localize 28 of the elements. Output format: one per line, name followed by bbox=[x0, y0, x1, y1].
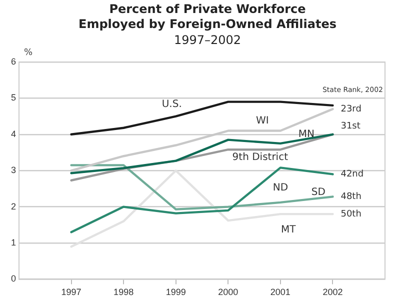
x-tick-label: 2002 bbox=[322, 287, 343, 298]
x-tick-label: 2001 bbox=[270, 287, 290, 298]
x-tick-label: 1999 bbox=[166, 287, 186, 298]
annotation: 48th bbox=[340, 192, 362, 202]
series-label: ND bbox=[272, 182, 288, 194]
annotation: 31st bbox=[340, 122, 361, 132]
y-axis-title: % bbox=[24, 48, 33, 58]
series-label: SD bbox=[311, 187, 326, 198]
series-label: WI bbox=[256, 115, 269, 126]
y-tick-label: 0 bbox=[10, 274, 16, 284]
x-tick-label: 2000 bbox=[218, 287, 238, 298]
annotation: 50th bbox=[340, 209, 362, 220]
y-tick-label: 2 bbox=[10, 201, 16, 212]
x-tick-label: 1997 bbox=[61, 287, 82, 298]
chart-title: Percent of Private Workforce Employed by Foreign-Owned Affiliates bbox=[78, 2, 338, 32]
y-tick-label: 3 bbox=[10, 165, 16, 176]
annotation: 23rd bbox=[340, 104, 362, 114]
annotation: 42nd bbox=[340, 170, 364, 180]
series-label: MT bbox=[281, 224, 297, 236]
series-label: U.S. bbox=[162, 98, 182, 110]
y-tick-label: 5 bbox=[10, 92, 16, 103]
series-label: MN bbox=[298, 129, 314, 140]
x-tick-label: 1998 bbox=[114, 287, 134, 298]
y-tick-label: 6 bbox=[10, 56, 16, 66]
y-tick-label: 1 bbox=[10, 237, 16, 248]
chart-subtitle: 1997–2002 bbox=[172, 33, 242, 47]
y-tick-label: 4 bbox=[10, 128, 16, 139]
series-label: 9th District bbox=[232, 152, 288, 164]
